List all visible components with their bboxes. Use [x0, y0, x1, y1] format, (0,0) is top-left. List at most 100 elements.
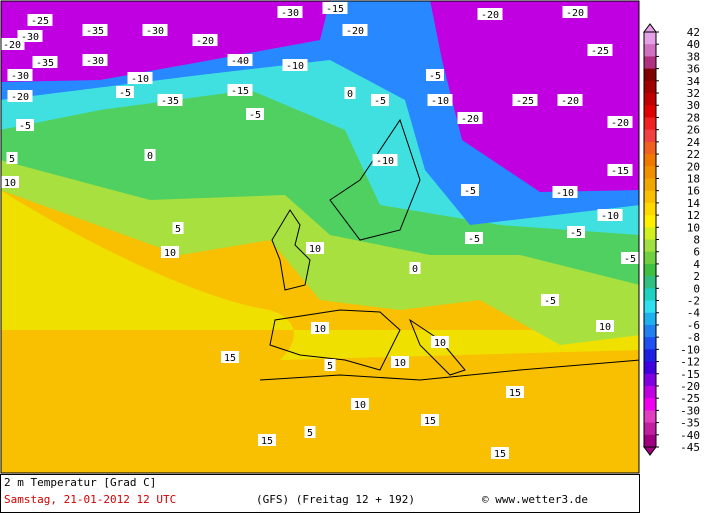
- contour-label: -35: [161, 96, 179, 107]
- contour-label-box: [282, 59, 308, 71]
- legend-swatch: [644, 300, 656, 314]
- contour-label: 10: [164, 248, 176, 259]
- legend-swatch: [644, 93, 656, 106]
- legend-swatch: [644, 324, 656, 338]
- legend-swatch: [644, 337, 656, 350]
- contour-label: -5: [119, 88, 131, 99]
- contour-label: 5: [307, 428, 313, 439]
- legend-label: 18: [687, 172, 700, 185]
- legend-label: 4: [693, 258, 700, 271]
- contour-label-box: [322, 2, 348, 14]
- contour-label-box: [311, 322, 329, 334]
- contour-label: -10: [376, 156, 394, 167]
- legend-label: -8: [687, 331, 700, 344]
- contour-label-box: [116, 86, 134, 98]
- contour-label-box: [306, 242, 324, 254]
- contour-label: -35: [86, 26, 104, 37]
- legend-swatch: [644, 276, 656, 289]
- contour-label-box: [144, 149, 156, 161]
- legend-label: 38: [687, 50, 700, 63]
- legend-label: 42: [687, 26, 700, 39]
- contour-label: -5: [19, 121, 31, 132]
- contour-label: -5: [374, 96, 386, 107]
- contour-label: 10: [4, 178, 16, 189]
- legend-label: -25: [680, 392, 700, 405]
- legend-label: -20: [680, 380, 700, 393]
- legend-label: -10: [680, 343, 700, 356]
- contour-label: 0: [412, 264, 418, 275]
- legend-label: -15: [680, 368, 700, 381]
- legend-swatch: [644, 373, 656, 387]
- contour-label-box: [127, 72, 153, 84]
- legend-swatch: [644, 215, 656, 228]
- contour-label: -5: [249, 110, 261, 121]
- contour-label-box: [457, 112, 483, 124]
- contour-label-box: [7, 69, 33, 81]
- contour-label-box: [6, 152, 18, 164]
- legend-swatch: [644, 361, 656, 375]
- contour-label-box: [391, 356, 409, 368]
- contour-label-box: [32, 56, 58, 68]
- contour-label: -15: [611, 166, 629, 177]
- coastline: [269, 118, 466, 376]
- legend-swatch: [644, 141, 656, 155]
- legend-label: -2: [687, 295, 700, 308]
- legend-arrow-top: [643, 23, 657, 33]
- contour-label-box: [277, 6, 303, 18]
- legend-label: -35: [680, 417, 700, 430]
- contour-label-box: [304, 426, 316, 438]
- legend-label: 36: [687, 63, 700, 76]
- contour-label-box: [552, 186, 578, 198]
- contour-label: -10: [601, 211, 619, 222]
- legend-label: -12: [680, 356, 700, 369]
- contour-label-box: [16, 119, 34, 131]
- contour-label: 0: [347, 89, 353, 100]
- contour-label-box: [27, 14, 53, 26]
- contour-label: 15: [424, 416, 436, 427]
- contour-label-box: [431, 336, 449, 348]
- contour-label-box: [7, 90, 33, 102]
- legend-label: 8: [693, 234, 700, 247]
- contour-label-box: [246, 108, 264, 120]
- contour-label-box: [258, 434, 276, 446]
- contour-label: 15: [509, 388, 521, 399]
- contour-label: 5: [9, 154, 15, 165]
- legend-label: 14: [687, 197, 701, 210]
- legend-swatch: [644, 56, 656, 70]
- contour-label-box: [607, 116, 633, 128]
- legend-label: -4: [687, 307, 701, 320]
- contour-label: -30: [146, 26, 164, 37]
- legend-swatch: [644, 68, 656, 82]
- legend-label: 0: [693, 282, 700, 295]
- contour-label: -10: [131, 74, 149, 85]
- legend-swatch: [644, 251, 656, 265]
- contour-label: -5: [624, 254, 636, 265]
- legend-swatch: [644, 129, 656, 143]
- contour-label: -20: [196, 36, 214, 47]
- legend-swatch: [644, 227, 656, 240]
- contour-label-box: [541, 294, 559, 306]
- legend-swatch: [644, 32, 656, 45]
- legend-swatch: [644, 263, 656, 277]
- contour-label: 10: [394, 358, 406, 369]
- legend-label: 2: [693, 270, 700, 283]
- map-model: (GFS) (Freitag 12 + 192): [256, 493, 415, 506]
- legend-swatch: [644, 385, 656, 399]
- contour-label-box: [351, 398, 369, 410]
- contour-label-box: [142, 24, 168, 36]
- legend-label: 32: [687, 87, 700, 100]
- legend-label: 30: [687, 99, 700, 112]
- contour-label-box: [427, 94, 453, 106]
- contour-label: -40: [231, 56, 249, 67]
- contour-label: 15: [224, 353, 236, 364]
- contour-label: -15: [326, 4, 344, 15]
- contour-label-box: [372, 154, 398, 166]
- contour-label: 15: [494, 449, 506, 460]
- contour-label: 0: [147, 151, 153, 162]
- legend-label: 34: [687, 75, 701, 88]
- legend-swatch: [644, 202, 656, 216]
- map-date: Samstag, 21-01-2012 12 UTC: [4, 493, 176, 506]
- contour-label: -30: [21, 32, 39, 43]
- contour-label-box: [512, 94, 538, 106]
